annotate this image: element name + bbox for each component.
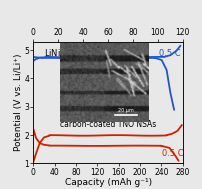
Text: 20 μm: 20 μm <box>118 108 134 113</box>
Text: 0.5 C: 0.5 C <box>162 149 183 158</box>
Text: carbon-coated TNO NSAs: carbon-coated TNO NSAs <box>60 120 156 129</box>
Y-axis label: Potential (V vs. Li/Li⁺): Potential (V vs. Li/Li⁺) <box>14 54 23 151</box>
Text: LiNi$_{0.5}$Mn$_{1.5}$O$_4$: LiNi$_{0.5}$Mn$_{1.5}$O$_4$ <box>44 47 103 60</box>
Text: 0.5 C: 0.5 C <box>159 49 180 58</box>
X-axis label: Capacity (mAh g⁻¹): Capacity (mAh g⁻¹) <box>64 178 152 187</box>
